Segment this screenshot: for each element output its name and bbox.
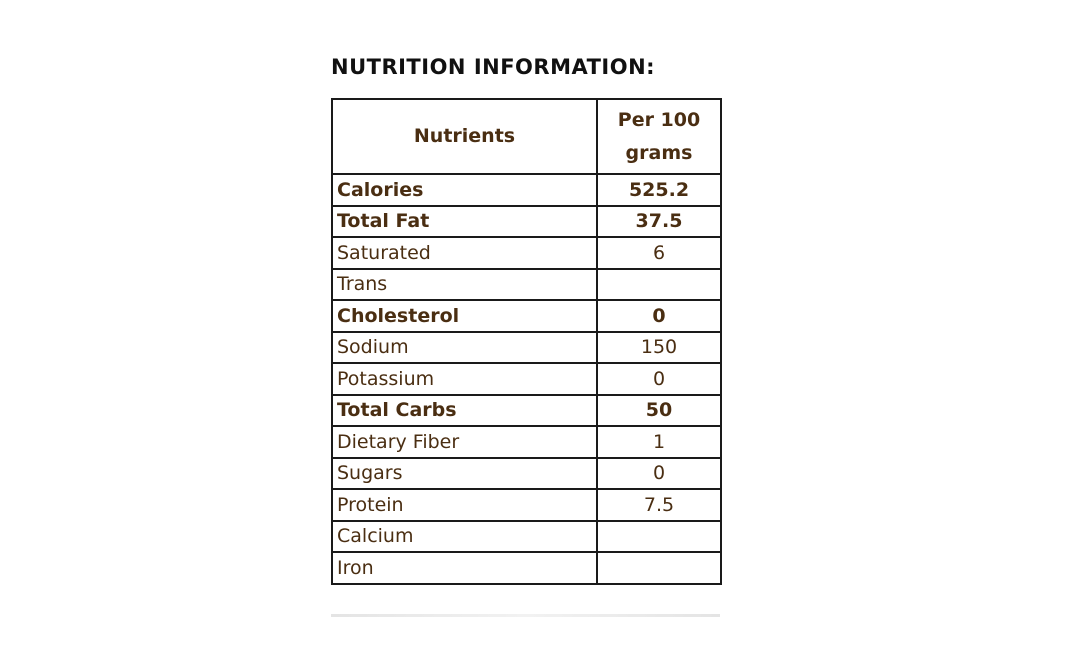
nutrient-value: 150 xyxy=(596,330,722,364)
nutrient-name: Protein xyxy=(331,488,598,522)
nutrient-name: Total Fat xyxy=(331,204,598,238)
nutrient-name: Calcium xyxy=(331,519,598,553)
nutrient-value: 1 xyxy=(596,425,722,459)
nutrient-name: Total Carbs xyxy=(331,393,598,427)
nutrient-value: 0 xyxy=(596,456,722,490)
nutrient-value xyxy=(596,551,722,585)
table-row: Dietary Fiber 1 xyxy=(331,425,722,459)
nutrient-name: Potassium xyxy=(331,362,598,396)
table-row: Sugars 0 xyxy=(331,456,722,490)
nutrient-name: Saturated xyxy=(331,236,598,270)
nutrient-name: Cholesterol xyxy=(331,299,598,333)
table-row: Sodium 150 xyxy=(331,330,722,364)
table-row: Cholesterol 0 xyxy=(331,299,722,333)
table-row: Potassium 0 xyxy=(331,362,722,396)
header-per-100-grams: Per 100 grams xyxy=(596,98,722,175)
nutrient-name: Dietary Fiber xyxy=(331,425,598,459)
table-row: Total Carbs 50 xyxy=(331,393,722,427)
table-row: Calories 525.2 xyxy=(331,173,722,207)
nutrient-name: Sugars xyxy=(331,456,598,490)
nutrient-value: 0 xyxy=(596,299,722,333)
table-row: Trans xyxy=(331,267,722,301)
nutrient-value: 7.5 xyxy=(596,488,722,522)
nutrient-name: Iron xyxy=(331,551,598,585)
nutrient-value: 0 xyxy=(596,362,722,396)
nutrient-value xyxy=(596,519,722,553)
table-row: Total Fat 37.5 xyxy=(331,204,722,238)
nutrient-value: 6 xyxy=(596,236,722,270)
page-title: NUTRITION INFORMATION: xyxy=(331,55,656,79)
table-row: Saturated 6 xyxy=(331,236,722,270)
table-row: Iron xyxy=(331,551,722,585)
table-row: Calcium xyxy=(331,519,722,553)
nutrient-name: Sodium xyxy=(331,330,598,364)
nutrient-value: 50 xyxy=(596,393,722,427)
nutrition-table: Nutrients Per 100 grams Calories 525.2 T… xyxy=(331,98,722,585)
nutrient-name: Calories xyxy=(331,173,598,207)
nutrient-value xyxy=(596,267,722,301)
nutrient-value: 525.2 xyxy=(596,173,722,207)
table-row: Protein 7.5 xyxy=(331,488,722,522)
bottom-divider xyxy=(331,614,720,617)
header-nutrients: Nutrients xyxy=(331,98,598,175)
nutrient-value: 37.5 xyxy=(596,204,722,238)
nutrient-name: Trans xyxy=(331,267,598,301)
table-header-row: Nutrients Per 100 grams xyxy=(331,98,722,175)
